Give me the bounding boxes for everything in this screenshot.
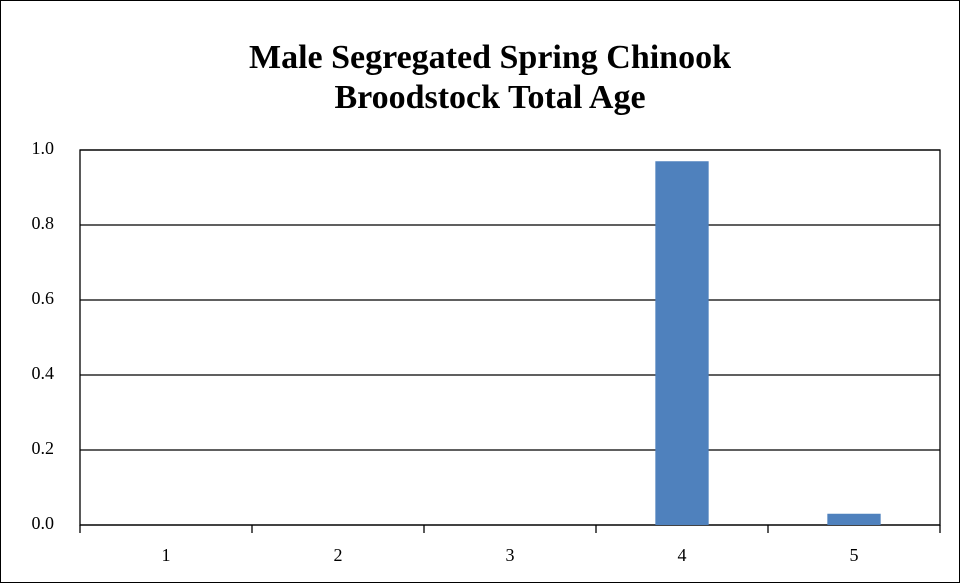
bar <box>655 161 709 525</box>
x-tick-label: 4 <box>678 545 687 565</box>
y-tick-label: 1.0 <box>32 138 55 158</box>
chart-title: Broodstock Total Age <box>334 79 645 116</box>
x-tick-label: 2 <box>334 545 343 565</box>
y-tick-label: 0.4 <box>32 363 55 383</box>
y-tick-label: 0.2 <box>32 438 55 458</box>
y-tick-label: 0.6 <box>32 288 55 308</box>
chart-title: Male Segregated Spring Chinook <box>249 39 731 76</box>
x-tick-label: 1 <box>162 545 171 565</box>
bar <box>827 513 881 525</box>
y-tick-label: 0.0 <box>32 513 55 533</box>
x-tick-label: 3 <box>506 545 515 565</box>
x-tick-label: 5 <box>850 545 859 565</box>
y-tick-label: 0.8 <box>32 213 55 233</box>
